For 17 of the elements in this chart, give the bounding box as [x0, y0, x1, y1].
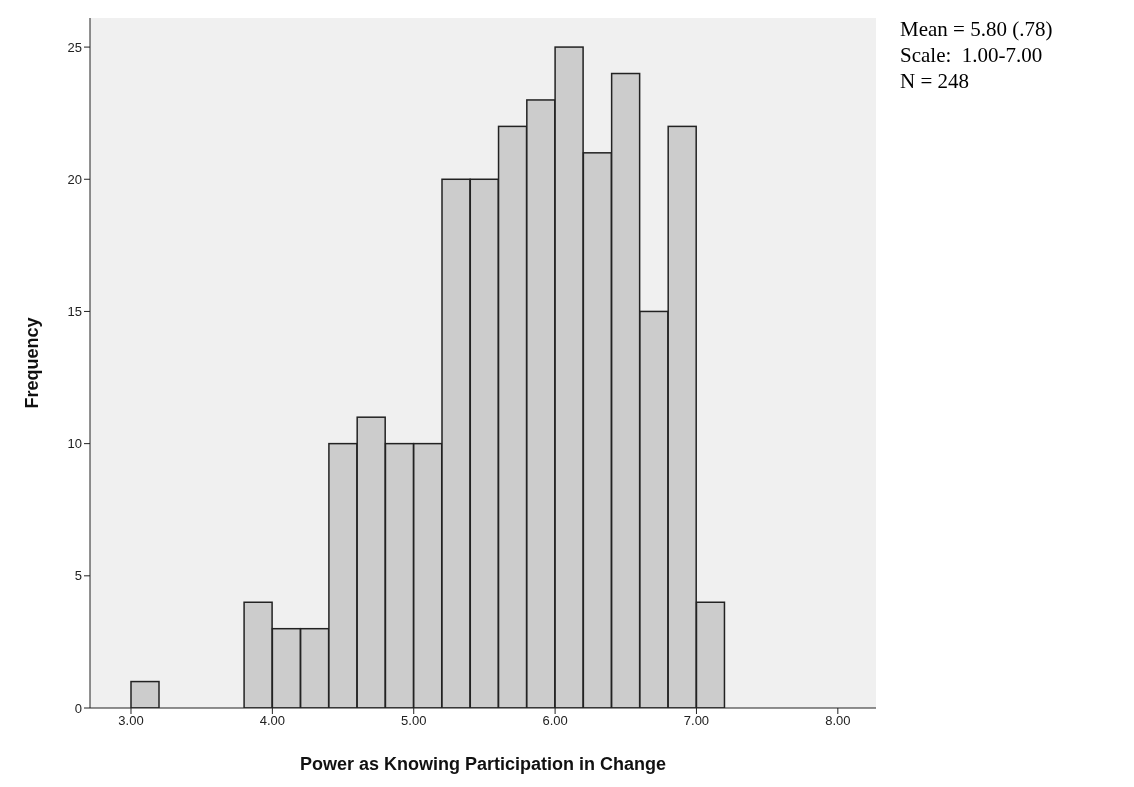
text: N = 248 — [900, 68, 970, 94]
y-tick-label: 0 — [74, 700, 82, 716]
text: Mean = 5.80 (.78) — [900, 16, 1053, 42]
x-tick-label: 3.00 — [118, 713, 144, 729]
y-tick-label: 15 — [67, 304, 82, 320]
x-tick-label: 4.00 — [259, 713, 286, 729]
text: Scale: 1.00-7.00 — [900, 42, 1044, 68]
y-axis-title: Frequency — [22, 317, 43, 409]
x-tick-label: 5.00 — [401, 713, 427, 729]
x-tick-label: 7.00 — [683, 713, 710, 729]
x-tick-label: 6.00 — [542, 713, 568, 729]
y-tick-label: 25 — [67, 39, 82, 55]
y-tick-label: 5 — [74, 568, 82, 584]
y-tick-label: 10 — [67, 436, 82, 452]
x-tick-label: 8.00 — [825, 713, 851, 729]
x-axis-title: Power as Knowing Participation in Change — [299, 754, 667, 774]
y-tick-label: 20 — [67, 171, 82, 187]
